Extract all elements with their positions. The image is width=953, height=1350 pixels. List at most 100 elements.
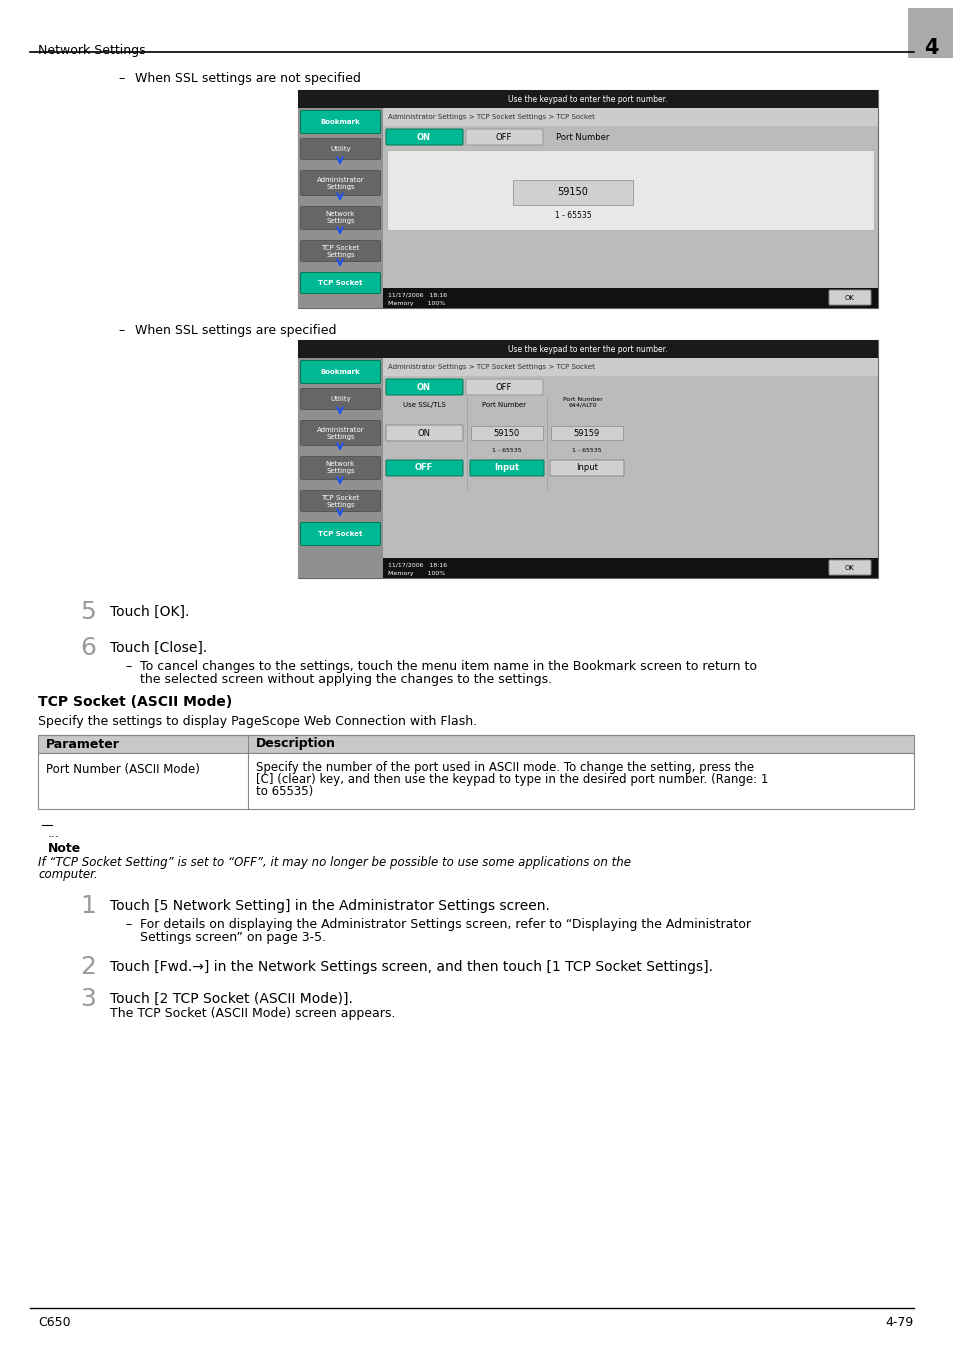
Text: to 65535): to 65535) — [255, 784, 313, 798]
Text: Settings screen” on page 3-5.: Settings screen” on page 3-5. — [140, 931, 326, 944]
Text: 59150: 59150 — [557, 188, 588, 197]
Text: Input: Input — [494, 463, 519, 472]
Text: the selected screen without applying the changes to the settings.: the selected screen without applying the… — [140, 674, 552, 686]
FancyBboxPatch shape — [386, 460, 462, 477]
Text: 5: 5 — [80, 599, 95, 624]
Text: Administrator Settings > TCP Socket Settings > TCP Socket: Administrator Settings > TCP Socket Sett… — [388, 113, 595, 120]
FancyBboxPatch shape — [300, 170, 380, 196]
FancyBboxPatch shape — [300, 139, 380, 159]
FancyBboxPatch shape — [386, 425, 462, 441]
Text: 11/17/2006   18:16: 11/17/2006 18:16 — [388, 293, 447, 297]
Text: OFF: OFF — [496, 132, 512, 142]
Text: Input: Input — [576, 463, 598, 472]
FancyBboxPatch shape — [828, 290, 870, 305]
Text: TCP Socket
Settings: TCP Socket Settings — [321, 494, 359, 508]
FancyBboxPatch shape — [300, 522, 380, 545]
Text: Touch [Fwd.→] in the Network Settings screen, and then touch [1 TCP Socket Setti: Touch [Fwd.→] in the Network Settings sc… — [110, 960, 712, 973]
Bar — [907, 8, 953, 58]
Text: ON: ON — [416, 132, 431, 142]
Text: –: – — [125, 918, 132, 932]
Bar — [471, 427, 542, 440]
Text: Note: Note — [48, 842, 81, 855]
FancyBboxPatch shape — [300, 207, 380, 230]
FancyBboxPatch shape — [465, 130, 542, 144]
Bar — [387, 150, 873, 230]
Text: 1 - 65535: 1 - 65535 — [554, 211, 591, 220]
Text: –: – — [125, 660, 132, 674]
FancyBboxPatch shape — [470, 460, 543, 477]
Bar — [297, 340, 877, 578]
Text: –: – — [118, 324, 124, 338]
FancyBboxPatch shape — [300, 389, 380, 409]
Text: The TCP Socket (ASCII Mode) screen appears.: The TCP Socket (ASCII Mode) screen appea… — [110, 1007, 395, 1021]
Text: –: – — [118, 72, 124, 85]
Bar — [382, 288, 877, 308]
Text: computer.: computer. — [38, 868, 97, 882]
Bar — [38, 734, 913, 753]
Bar — [38, 753, 913, 809]
Text: Utility: Utility — [330, 396, 351, 402]
Text: 4-79: 4-79 — [884, 1316, 913, 1328]
Text: Touch [5 Network Setting] in the Administrator Settings screen.: Touch [5 Network Setting] in the Adminis… — [110, 899, 549, 913]
FancyBboxPatch shape — [300, 490, 380, 512]
Text: Bookmark: Bookmark — [320, 119, 360, 126]
FancyBboxPatch shape — [386, 379, 462, 396]
FancyBboxPatch shape — [465, 379, 542, 396]
Bar — [297, 90, 877, 108]
Text: 59150: 59150 — [494, 428, 519, 437]
Text: 3: 3 — [80, 987, 95, 1011]
Text: Port Number: Port Number — [481, 402, 525, 408]
Text: 11/17/2006   18:16: 11/17/2006 18:16 — [388, 563, 447, 567]
FancyBboxPatch shape — [300, 273, 380, 293]
Text: Port Number (ASCII Mode): Port Number (ASCII Mode) — [46, 763, 200, 776]
FancyBboxPatch shape — [550, 460, 623, 477]
Bar — [297, 108, 382, 308]
Text: Memory       100%: Memory 100% — [388, 301, 445, 305]
Text: Parameter: Parameter — [46, 737, 120, 751]
Text: Utility: Utility — [330, 146, 351, 153]
Text: 4: 4 — [923, 38, 937, 58]
Bar — [513, 180, 633, 205]
Text: Specify the settings to display PageScope Web Connection with Flash.: Specify the settings to display PageScop… — [38, 716, 476, 728]
Bar — [382, 108, 877, 126]
FancyBboxPatch shape — [300, 456, 380, 479]
Text: ...: ... — [48, 828, 60, 840]
Text: 2: 2 — [80, 954, 96, 979]
Text: TCP Socket: TCP Socket — [318, 279, 362, 286]
Text: For details on displaying the Administrator Settings screen, refer to “Displayin: For details on displaying the Administra… — [140, 918, 750, 932]
FancyBboxPatch shape — [300, 360, 380, 383]
Text: Specify the number of the port used in ASCII mode. To change the setting, press : Specify the number of the port used in A… — [255, 761, 753, 774]
Text: OK: OK — [844, 566, 854, 571]
Text: OFF: OFF — [496, 382, 512, 391]
Text: TCP Socket (ASCII Mode): TCP Socket (ASCII Mode) — [38, 695, 232, 709]
Bar — [382, 558, 877, 578]
Text: Network
Settings: Network Settings — [326, 462, 355, 474]
Text: Administrator Settings > TCP Socket Settings > TCP Socket: Administrator Settings > TCP Socket Sett… — [388, 364, 595, 370]
Text: Administrator
Settings: Administrator Settings — [316, 177, 364, 189]
Bar — [382, 358, 877, 377]
Text: Use the keypad to enter the port number.: Use the keypad to enter the port number. — [508, 344, 667, 354]
Text: 1 - 65535: 1 - 65535 — [572, 447, 601, 452]
Text: ON: ON — [416, 382, 431, 391]
Text: 59159: 59159 — [574, 428, 599, 437]
Text: Port Number: Port Number — [556, 132, 609, 142]
FancyBboxPatch shape — [300, 111, 380, 134]
Text: TCP Socket
Settings: TCP Socket Settings — [321, 244, 359, 258]
Text: Memory       100%: Memory 100% — [388, 571, 445, 575]
FancyBboxPatch shape — [300, 420, 380, 446]
Text: 6: 6 — [80, 636, 96, 660]
FancyBboxPatch shape — [828, 560, 870, 575]
Text: Port Number
644/ALT0: Port Number 644/ALT0 — [562, 397, 602, 408]
Text: C650: C650 — [38, 1316, 71, 1328]
Text: [C] (clear) key, and then use the keypad to type in the desired port number. (Ra: [C] (clear) key, and then use the keypad… — [255, 774, 767, 786]
Text: Use the keypad to enter the port number.: Use the keypad to enter the port number. — [508, 95, 667, 104]
Bar — [297, 90, 877, 308]
Text: OK: OK — [844, 296, 854, 301]
FancyBboxPatch shape — [300, 240, 380, 262]
Text: Administrator
Settings: Administrator Settings — [316, 427, 364, 440]
Text: OFF: OFF — [415, 463, 433, 472]
Text: ON: ON — [417, 428, 430, 437]
Text: To cancel changes to the settings, touch the menu item name in the Bookmark scre: To cancel changes to the settings, touch… — [140, 660, 757, 674]
Text: Network Settings: Network Settings — [38, 45, 146, 57]
Text: Description: Description — [255, 737, 335, 751]
